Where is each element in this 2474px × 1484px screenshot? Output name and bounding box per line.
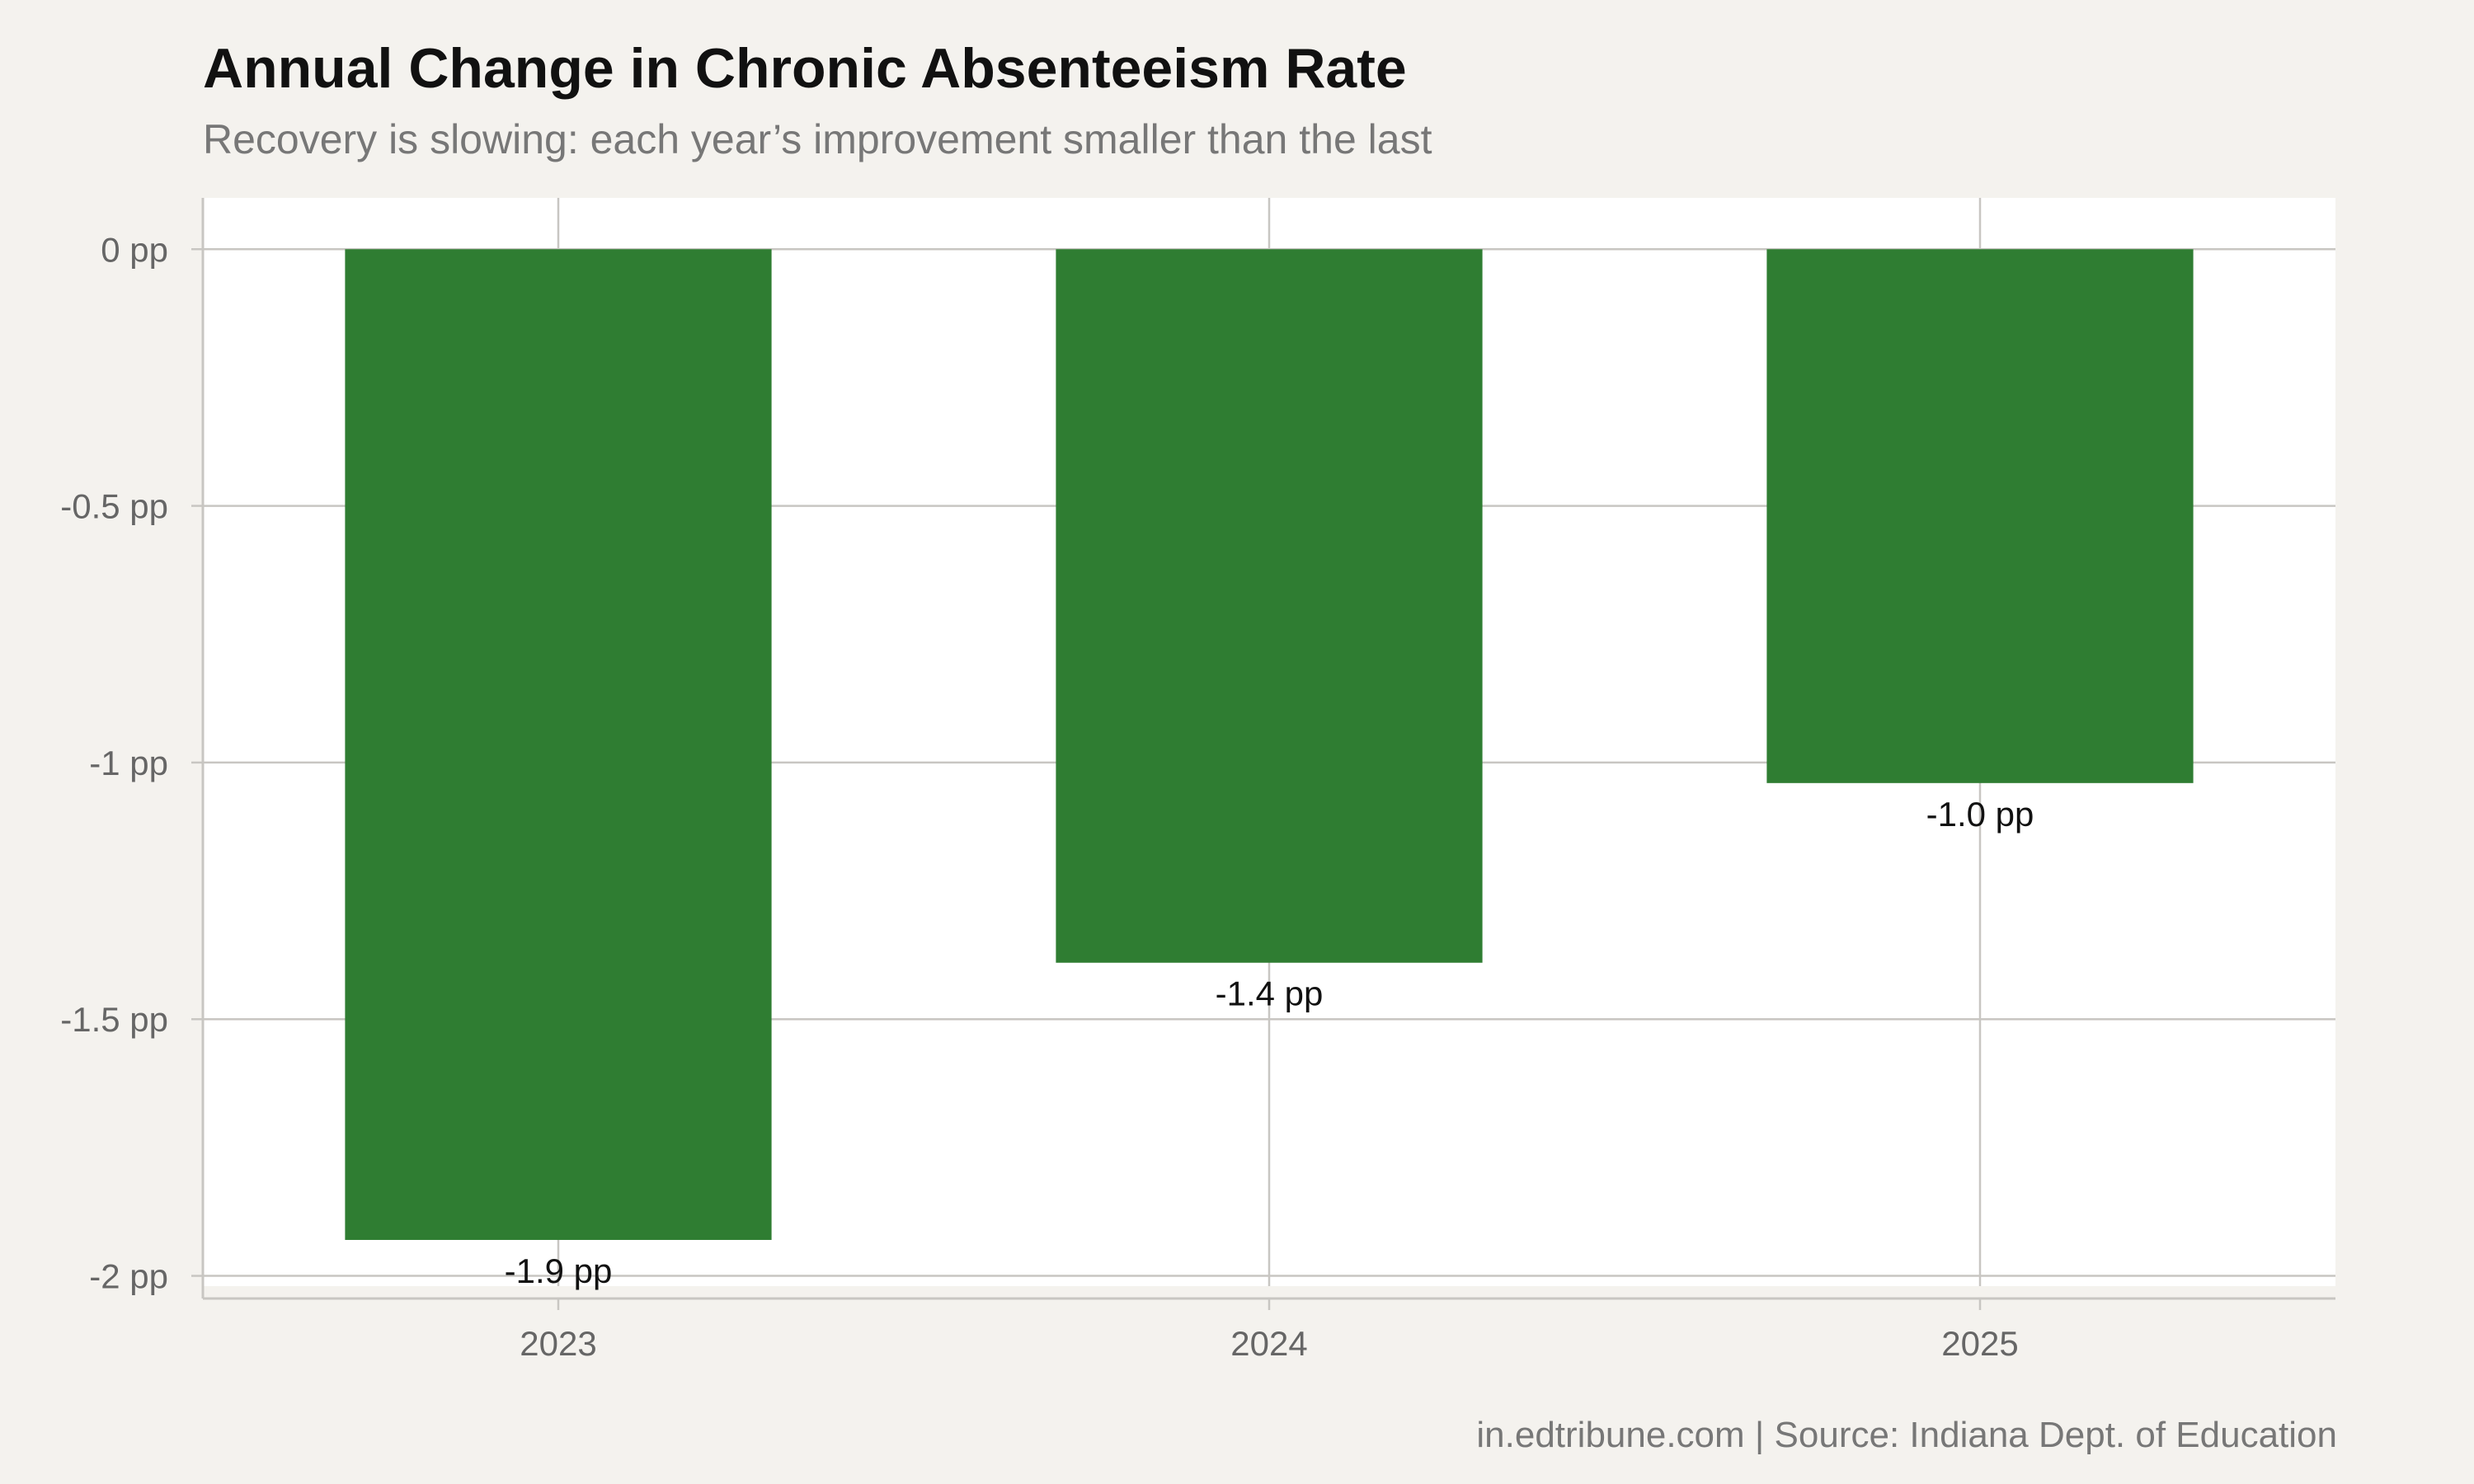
x-tick-label: 2023 [520, 1324, 596, 1363]
bar-2023 [345, 249, 772, 1240]
y-tick-label: -1.5 pp [60, 1000, 168, 1039]
source-caption: in.edtribune.com | Source: Indiana Dept.… [1476, 1415, 2337, 1455]
axes [201, 198, 2335, 1300]
x-axis-tick-labels: 2023 2024 2025 [520, 1324, 2018, 1363]
bar-data-labels: -1.9 pp -1.4 pp -1.0 pp [505, 795, 2034, 1290]
bar-2025 [1766, 249, 2194, 783]
bar-2024 [1056, 249, 1483, 963]
x-tick-label: 2024 [1230, 1324, 1307, 1363]
x-tick-label: 2025 [1941, 1324, 2018, 1363]
y-tick-label: -2 pp [89, 1257, 168, 1296]
y-tick-label: -1 pp [89, 744, 168, 782]
chart-title: Annual Change in Chronic Absenteeism Rat… [203, 37, 1407, 100]
chart-subtitle: Recovery is slowing: each year’s improve… [203, 116, 1432, 162]
data-label-2023: -1.9 pp [505, 1252, 613, 1290]
data-label-2025: -1.0 pp [1926, 795, 2034, 834]
y-axis-tick-labels: 0 pp -0.5 pp -1 pp -1.5 pp -2 pp [60, 230, 168, 1295]
y-tick-label: -0.5 pp [60, 487, 168, 526]
data-label-2024: -1.4 pp [1216, 974, 1324, 1013]
y-tick-label: 0 pp [101, 230, 168, 269]
bars [345, 249, 2194, 1240]
